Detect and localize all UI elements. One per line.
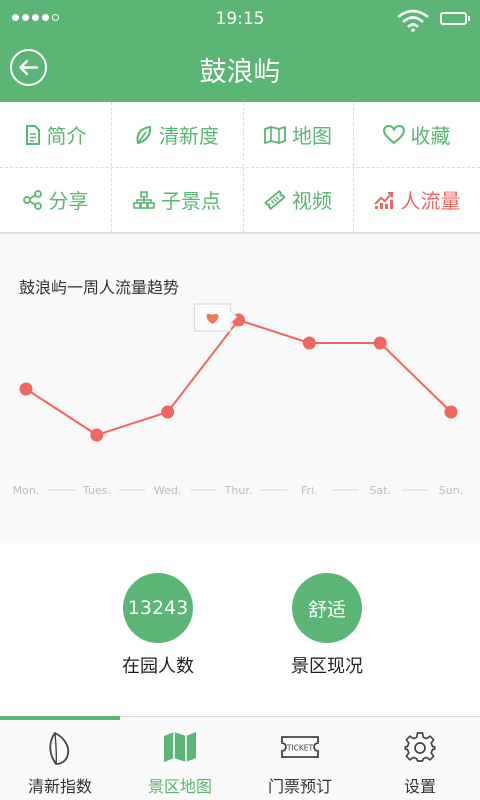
x-tick-label: Tues. [82, 484, 111, 497]
tab-settings[interactable]: 设置 [360, 717, 480, 800]
stat-visitors[interactable]: 13243 在园人数 [88, 573, 228, 678]
share-icon [22, 189, 42, 210]
tab-indicator [0, 716, 120, 720]
map-icon [164, 732, 196, 762]
menu-item-label: 视频 [292, 189, 332, 213]
menu-item-video[interactable]: 视频 [243, 167, 353, 232]
menu-item-favorite[interactable]: 收藏 [353, 102, 480, 167]
x-tick-label: Sat. [369, 484, 391, 497]
x-tick-label: Thur. [224, 484, 253, 497]
tab-label: 设置 [403, 777, 436, 796]
menu-item-crowd-flow[interactable]: 人流量 [353, 167, 480, 232]
data-point[interactable] [373, 336, 387, 350]
ticket-icon [264, 189, 286, 210]
data-point[interactable] [302, 336, 316, 350]
x-tick-label: Sun. [439, 484, 463, 497]
gear-icon [404, 732, 436, 762]
chart-icon [373, 191, 393, 209]
status-time: 19:15 [215, 9, 265, 29]
heart-icon [382, 124, 405, 144]
x-tick-label: Mon. [13, 484, 40, 497]
divider [0, 167, 480, 168]
crowd-trend-chart: 鼓浪屿一周人流量趋势 Mon. Tues. Wed. Thur. Fri. Sat. Sun… [0, 234, 480, 543]
line-chart: Mon. Tues. Wed. Thur. Fri. Sat. Sun. [13, 303, 463, 497]
chart-title: 鼓浪屿一周人流量趋势 [19, 278, 180, 297]
leaf-icon [49, 731, 70, 765]
condition-label: 景区现况 [291, 656, 363, 677]
feature-menu: 简介 清新度 地图 收藏 分享 [0, 102, 480, 232]
menu-item-intro[interactable]: 简介 [0, 102, 111, 167]
series-line [25, 318, 452, 437]
menu-item-label: 收藏 [410, 124, 451, 148]
menu-item-freshness[interactable]: 清新度 [111, 102, 243, 167]
x-tick-label: Wed. [154, 484, 181, 497]
arrow-left-icon [19, 59, 39, 76]
menu-item-label: 人流量 [400, 189, 461, 213]
visitor-count-label: 在园人数 [122, 656, 194, 677]
menu-item-label: 清新度 [159, 124, 219, 148]
signal-icon [12, 14, 59, 21]
stats-panel: 13243 在园人数 舒适 景区现况 [0, 543, 480, 716]
sitemap-icon [133, 190, 155, 209]
data-point[interactable] [19, 382, 33, 396]
menu-item-label: 子景点 [161, 189, 221, 213]
menu-item-label: 分享 [48, 189, 89, 213]
tab-label: 景区地图 [147, 777, 212, 796]
battery-icon [440, 12, 470, 25]
leaf-icon [136, 125, 152, 144]
ticket-icon: TICKET [281, 736, 319, 758]
page-title: 鼓浪屿 [199, 57, 281, 88]
menu-item-share[interactable]: 分享 [0, 167, 111, 232]
heart-icon [206, 313, 219, 324]
data-point[interactable] [161, 405, 175, 419]
tab-scenic-map[interactable]: 景区地图 [120, 717, 240, 800]
status-bar: 19:15 [0, 0, 480, 38]
heart-tooltip [193, 303, 238, 332]
visitor-count-badge: 13243 [123, 573, 193, 643]
menu-item-map[interactable]: 地图 [243, 102, 353, 167]
tab-label: 清新指数 [27, 777, 92, 796]
tab-label: 门票预订 [267, 777, 332, 796]
document-icon [25, 124, 40, 145]
ticket-icon-text: TICKET [286, 744, 314, 753]
wifi-icon [397, 9, 429, 32]
map-icon [264, 125, 286, 144]
bottom-tab-bar: 清新指数 景区地图 TICKET 门票预订 设置 [0, 716, 480, 800]
tab-ticket-booking[interactable]: TICKET 门票预订 [240, 717, 360, 800]
x-tick-label: Fri. [301, 484, 318, 497]
data-point[interactable] [444, 405, 458, 419]
menu-item-label: 简介 [46, 124, 87, 148]
tab-freshness-index[interactable]: 清新指数 [0, 717, 120, 800]
data-point[interactable] [90, 428, 104, 442]
app-header: 19:15 鼓浪屿 [0, 0, 480, 102]
condition-badge: 舒适 [292, 573, 362, 643]
back-button[interactable] [10, 49, 47, 86]
stat-condition[interactable]: 舒适 景区现况 [257, 573, 397, 678]
menu-item-label: 地图 [292, 124, 332, 148]
menu-item-sub-spots[interactable]: 子景点 [111, 167, 243, 232]
